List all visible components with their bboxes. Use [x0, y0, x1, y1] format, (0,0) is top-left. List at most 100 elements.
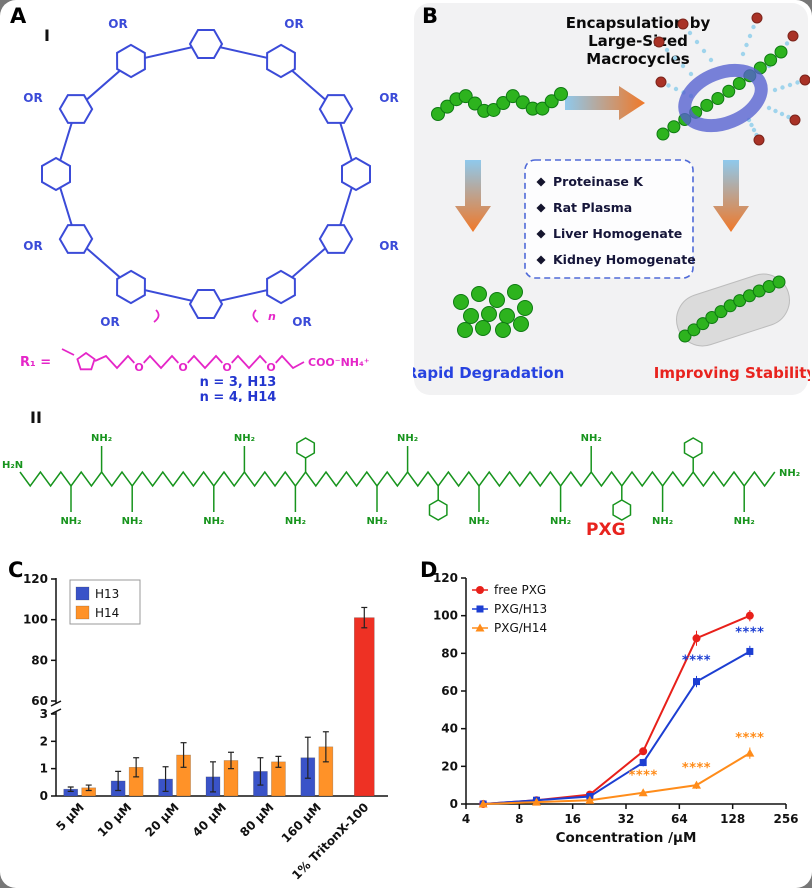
text-label: NH₂ — [550, 516, 571, 527]
counterion-bead — [787, 30, 799, 42]
degraded-fragment-bead — [463, 308, 479, 324]
text-label: PXG/H13 — [494, 602, 547, 616]
text-label: H14 — [95, 606, 119, 620]
polymer-dot — [751, 127, 757, 133]
or-substituent-label: OR — [292, 315, 311, 329]
text-label: 100 — [433, 609, 458, 623]
text-label: 80 — [31, 653, 48, 667]
text-label: 2 — [40, 734, 48, 748]
polymer-dot — [786, 114, 791, 120]
text-label: H₂N — [2, 460, 23, 471]
enzyme-item: Rat Plasma — [553, 200, 632, 215]
degraded-fragment-bead — [453, 294, 469, 310]
scheme-title-line1: Encapsulation by — [566, 14, 711, 32]
polymer-dot — [744, 42, 749, 48]
phenyl-ring — [683, 437, 703, 459]
macrocycle-torus — [678, 63, 768, 133]
panel-label-a: A — [10, 4, 27, 28]
polymer-dot — [666, 83, 671, 88]
ethyl-tail-bond — [61, 348, 75, 356]
scheme-title-line2: Large-Sized — [588, 32, 688, 50]
or-substituent-label: OR — [379, 239, 398, 253]
enzyme-list-box — [524, 159, 694, 279]
hemolysis-bar-chart: 0 1 2 360 80 100 120 5 µM 10 µM 20 µM 40 µM 80 µM 16… — [23, 572, 388, 882]
peptide-backbone — [19, 437, 776, 521]
text-label: 40 — [441, 722, 458, 736]
oxygen-atom-label: O — [266, 361, 275, 374]
or-substituent-label: OR — [284, 17, 303, 31]
legend-swatch — [75, 605, 90, 620]
text-label: NH₂ — [203, 516, 224, 527]
polymer-dot — [680, 63, 686, 69]
degraded-fragment-bead — [489, 292, 505, 308]
text-label: 20 — [441, 759, 458, 773]
text-label: 60 — [31, 694, 48, 708]
repeat-index-n: n — [268, 310, 276, 323]
bar-triton-control — [353, 617, 375, 797]
x-tick-label: 5 µM — [53, 800, 86, 833]
or-substituent-label: OR — [23, 239, 42, 253]
polymer-dot — [766, 105, 772, 111]
peptide-bead — [678, 329, 692, 343]
x-tick-label: 20 µM — [142, 800, 181, 839]
text-label: 1 — [40, 762, 48, 776]
series-pxg-h13 — [479, 645, 754, 808]
polymer-dot — [672, 55, 678, 61]
polymer-dot — [688, 71, 694, 77]
degraded-fragment-bead — [513, 316, 529, 332]
text-label: NH₂ — [581, 433, 602, 444]
polymer-dot — [740, 51, 746, 57]
counterion-bead — [799, 74, 810, 86]
peptide-bead — [554, 87, 568, 101]
significance-stars: **** — [629, 769, 658, 784]
pxg-label: PXG — [586, 520, 626, 540]
peptide-structure: NH₂ NH₂ NH₂ NH₂ NH₂ NH₂ NH₂ NH₂ NH₂ NH₂ NH₂ NH₂ NH₂ H… — [2, 433, 800, 527]
text-label: 64 — [671, 812, 688, 826]
panel-label-d: D — [420, 558, 438, 582]
polymer-dot — [773, 108, 778, 114]
x-tick-label: 10 µM — [95, 800, 134, 839]
text-label: 4 — [462, 812, 470, 826]
counterion-bead — [655, 76, 667, 88]
text-label: NH₂ — [779, 468, 800, 479]
text-label: 0 — [450, 797, 458, 811]
variant-h14-label: n = 4, H14 — [200, 390, 277, 402]
polymer-dot — [664, 47, 670, 53]
text-label: NH₂ — [652, 516, 673, 527]
text-label: NH₂ — [285, 516, 306, 527]
degraded-fragment-bead — [471, 286, 487, 302]
or-substituent-label: OR — [23, 91, 42, 105]
text-label: NH₂ — [234, 433, 255, 444]
down-arrow-left-icon — [455, 160, 491, 232]
x-tick-label: 40 µM — [190, 800, 229, 839]
text-label: 120 — [433, 571, 458, 585]
text-label: 3 — [40, 707, 48, 721]
peptide-bead — [774, 45, 788, 59]
peptide-bead — [505, 89, 520, 104]
peptide-bead — [656, 127, 670, 141]
degraded-fragment-bead — [507, 284, 523, 300]
polymer-dot — [780, 85, 785, 90]
peptide-bead — [467, 96, 482, 111]
scheme-decorations — [431, 12, 810, 343]
degraded-fragment-bead — [457, 322, 473, 338]
scheme-title-line3: Macrocycles — [586, 50, 690, 68]
peptide-bead — [714, 305, 728, 319]
polymer-dot — [687, 30, 693, 36]
linker-attachment-mark — [252, 309, 259, 323]
text-label: NH₂ — [734, 516, 755, 527]
text-label: 8 — [515, 812, 523, 826]
peptide-bead — [711, 91, 725, 105]
legend-swatch — [75, 586, 90, 601]
peptide-bead — [687, 323, 701, 337]
peptide-bead — [667, 120, 681, 134]
degraded-fragment-bead — [495, 322, 511, 338]
roman-numeral-one: I — [44, 26, 50, 45]
triazole-ring — [76, 351, 96, 371]
peptide-bead — [496, 96, 511, 111]
macrocycle-structure: OR OR OR OR OR OR OR OR n R₁ = O O O O C… — [20, 17, 399, 402]
text-label: 100 — [23, 613, 48, 627]
phenyl-ring — [428, 499, 448, 521]
polymer-dot — [708, 57, 714, 63]
